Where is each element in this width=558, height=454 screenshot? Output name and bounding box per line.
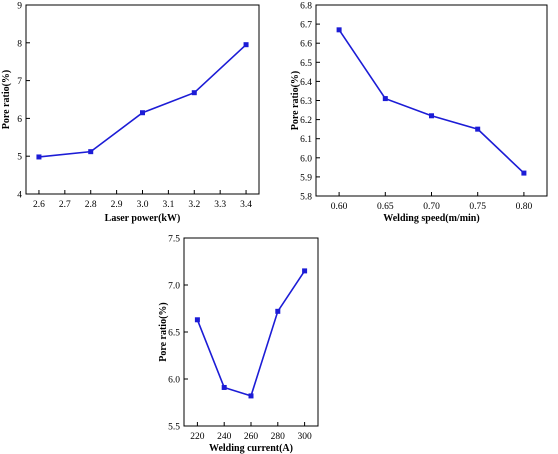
- welding-speed-ytick-label: 6.6: [300, 40, 312, 50]
- chart-laser-power: 2.6 2.7 2.8 2.9 3.0 3.1 3.2 3.3 3.4 4 5 6 7 8 9 Laser p…: [1, 2, 260, 224]
- welding-current-data-point: [248, 393, 254, 399]
- laser-power-data-point: [140, 110, 145, 116]
- welding-speed-data-point: [521, 170, 527, 176]
- welding-current-xtick-label: 240: [217, 432, 232, 442]
- welding-speed-xtick-label: 0.60: [331, 202, 348, 212]
- laser-power-ytick-label: 9: [17, 2, 22, 12]
- laser-power-xtick-label: 3.4: [240, 200, 252, 210]
- laser-power-xtick-label: 2.6: [33, 200, 45, 210]
- welding-speed-data-point: [429, 113, 434, 119]
- welding-current-data-point: [302, 268, 308, 274]
- laser-power-ytick-label: 8: [17, 39, 22, 49]
- laser-power-xtick-label: 3.1: [162, 200, 174, 210]
- welding-speed-xtick-label: 0.80: [516, 202, 533, 212]
- welding-speed-ytick-label: 6.5: [300, 59, 312, 69]
- welding-current-xtick-label: 280: [271, 432, 286, 442]
- laser-power-y-axis-label: Pore ratio(%): [1, 70, 12, 130]
- welding-speed-ytick-label: 6.0: [300, 154, 312, 164]
- welding-current-xtick-label: 300: [297, 432, 312, 442]
- laser-power-xtick-label: 3.2: [188, 200, 200, 210]
- welding-current-xtick-label: 260: [244, 432, 259, 442]
- welding-speed-data-point: [382, 96, 388, 102]
- chart-welding-speed: 0.60 0.65 0.70 0.75 0.80 5.8 5.9 6.0 6.1 6.2 6.3 6.…: [290, 2, 548, 224]
- laser-power-xtick-label: 3.3: [214, 200, 226, 210]
- welding-current-ytick-label: 7.5: [168, 235, 180, 245]
- welding-current-series-line: [196, 270, 306, 397]
- welding-speed-ytick-label: 6.2: [300, 116, 312, 126]
- laser-power-data-point: [36, 154, 42, 160]
- laser-power-ytick-label: 7: [17, 77, 22, 87]
- laser-power-xtick-label: 3.0: [137, 200, 149, 210]
- welding-speed-plot-frame: [315, 4, 548, 197]
- welding-speed-ytick-label: 5.8: [300, 193, 312, 203]
- welding-current-data-point: [221, 384, 227, 390]
- welding-current-ytick-label: 6.5: [168, 329, 180, 339]
- welding-speed-y-axis-label: Pore ratio(%): [290, 71, 301, 131]
- welding-current-data-point: [194, 317, 200, 323]
- welding-current-ytick-label: 6.0: [168, 376, 180, 386]
- laser-power-ytick-label: 6: [17, 115, 22, 125]
- welding-speed-xtick-label: 0.70: [423, 202, 440, 212]
- laser-power-ytick-label: 5: [17, 153, 22, 163]
- welding-speed-ytick-label: 6.4: [300, 78, 312, 88]
- laser-power-xtick-label: 2.7: [59, 200, 71, 210]
- welding-speed-ytick-label: 6.8: [300, 2, 312, 12]
- welding-current-ytick-label: 7.0: [168, 282, 180, 292]
- welding-current-y-axis-label: Pore ratio(%): [158, 302, 169, 362]
- welding-current-data-point: [275, 308, 281, 314]
- welding-current-xtick-label: 220: [190, 432, 205, 442]
- chart-welding-current: 220 240 260 280 300 5.5 6.0 6.5 7.0 7.5 Welding cu…: [158, 235, 319, 454]
- welding-speed-data-point: [475, 126, 481, 132]
- welding-speed-series-line: [338, 29, 525, 174]
- laser-power-data-point: [243, 42, 249, 48]
- welding-current-x-axis-label: Welding current(A): [209, 443, 293, 454]
- welding-speed-ytick-label: 5.9: [300, 173, 312, 183]
- laser-power-xtick-label: 2.9: [111, 200, 123, 210]
- welding-speed-ytick-label: 6.3: [300, 97, 312, 107]
- laser-power-data-point: [88, 149, 94, 155]
- welding-speed-xtick-label: 0.65: [377, 202, 394, 212]
- laser-power-x-axis-label: Laser power(kW): [105, 213, 181, 224]
- welding-speed-data-point: [336, 27, 342, 33]
- laser-power-xtick-label: 2.8: [85, 200, 97, 210]
- laser-power-series-line: [38, 44, 247, 158]
- laser-power-data-point: [191, 90, 197, 96]
- laser-power-plot-frame: [25, 4, 260, 195]
- welding-speed-ytick-label: 6.1: [300, 135, 312, 145]
- welding-speed-x-axis-label: Welding speed(m/min): [383, 213, 479, 224]
- welding-current-ytick-label: 5.5: [168, 423, 180, 433]
- welding-speed-ytick-label: 6.7: [300, 21, 312, 31]
- laser-power-ytick-label: 4: [17, 191, 22, 201]
- welding-speed-xtick-label: 0.75: [469, 202, 486, 212]
